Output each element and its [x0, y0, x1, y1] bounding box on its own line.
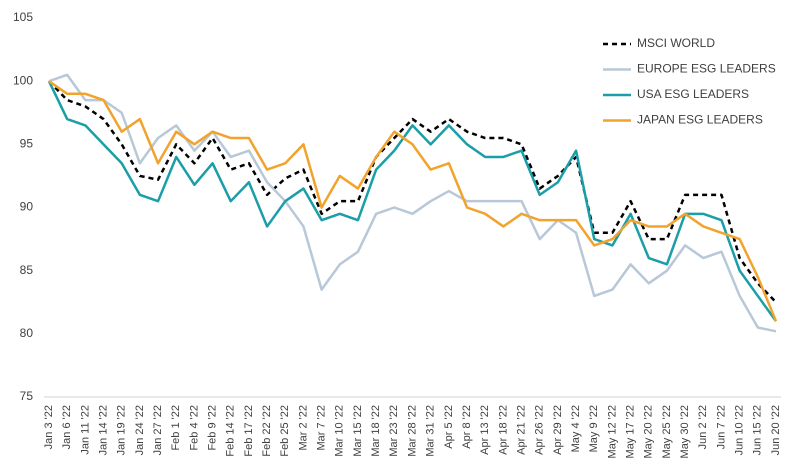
- y-tick-label: 105: [13, 10, 33, 24]
- x-tick-label: Apr 21 '22: [515, 405, 527, 455]
- x-tick-label: May 9 '22: [588, 405, 600, 452]
- x-tick-label: Mar 28 '22: [406, 405, 418, 457]
- x-tick-label: Mar 15 '22: [352, 405, 364, 457]
- legend-label: JAPAN ESG LEADERS: [637, 113, 763, 127]
- x-tick-label: Apr 26 '22: [534, 405, 546, 455]
- x-tick-label: Feb 17 '22: [243, 405, 255, 457]
- x-tick-label: May 20 '22: [643, 405, 655, 458]
- x-tick-label: Mar 23 '22: [388, 405, 400, 457]
- y-tick-label: 95: [20, 137, 34, 151]
- y-tick-label: 100: [13, 73, 33, 87]
- x-tick-label: Mar 7 '22: [316, 405, 328, 451]
- x-tick-label: Apr 29 '22: [552, 405, 564, 455]
- x-tick-label: Apr 8 '22: [461, 405, 473, 449]
- x-tick-label: Jun 20 '22: [770, 405, 782, 455]
- x-tick-label: Apr 13 '22: [479, 405, 491, 455]
- x-tick-label: May 25 '22: [661, 405, 673, 458]
- x-tick-label: Feb 9 '22: [206, 405, 218, 451]
- x-tick-label: Jan 14 '22: [97, 405, 109, 455]
- series-line: [47, 80, 778, 322]
- x-tick-label: Feb 1 '22: [170, 405, 182, 451]
- x-tick-label: Apr 18 '22: [497, 405, 509, 455]
- x-tick-label: Jun 15 '22: [752, 405, 764, 455]
- y-tick-label: 75: [20, 389, 34, 403]
- x-tick-label: Mar 18 '22: [370, 405, 382, 457]
- x-tick-label: Jan 11 '22: [79, 405, 91, 455]
- x-tick-label: Jun 10 '22: [734, 405, 746, 455]
- x-tick-label: May 17 '22: [625, 405, 637, 458]
- y-tick-label: 80: [20, 326, 34, 340]
- x-tick-label: Mar 31 '22: [425, 405, 437, 457]
- x-tick-label: Feb 22 '22: [261, 405, 273, 457]
- x-tick-label: Jan 24 '22: [134, 405, 146, 455]
- legend-label: USA ESG LEADERS: [637, 87, 749, 101]
- x-tick-label: Jun 7 '22: [715, 405, 727, 449]
- x-tick-label: Jun 2 '22: [697, 405, 709, 449]
- series-line: [48, 80, 778, 322]
- x-tick-label: Jan 6 '22: [61, 405, 73, 449]
- legend-label: MSCI WORLD: [637, 36, 715, 50]
- x-tick-label: Mar 10 '22: [334, 405, 346, 457]
- legend-label: EUROPE ESG LEADERS: [637, 62, 776, 76]
- series-line: [48, 80, 777, 304]
- x-tick-label: Mar 2 '22: [297, 405, 309, 451]
- x-tick-label: May 4 '22: [570, 405, 582, 452]
- y-tick-label: 90: [20, 200, 34, 214]
- x-tick-label: May 30 '22: [679, 405, 691, 458]
- x-tick-label: Jan 19 '22: [116, 405, 128, 455]
- x-tick-label: May 12 '22: [606, 405, 618, 458]
- x-tick-label: Feb 25 '22: [279, 405, 291, 457]
- x-tick-label: Feb 4 '22: [188, 405, 200, 451]
- x-tick-label: Apr 5 '22: [443, 405, 455, 449]
- x-tick-label: Jan 27 '22: [152, 405, 164, 455]
- x-tick-label: Feb 14 '22: [225, 405, 237, 457]
- x-tick-label: Jan 3 '22: [43, 405, 55, 449]
- y-tick-label: 85: [20, 263, 34, 277]
- series-line: [48, 73, 777, 333]
